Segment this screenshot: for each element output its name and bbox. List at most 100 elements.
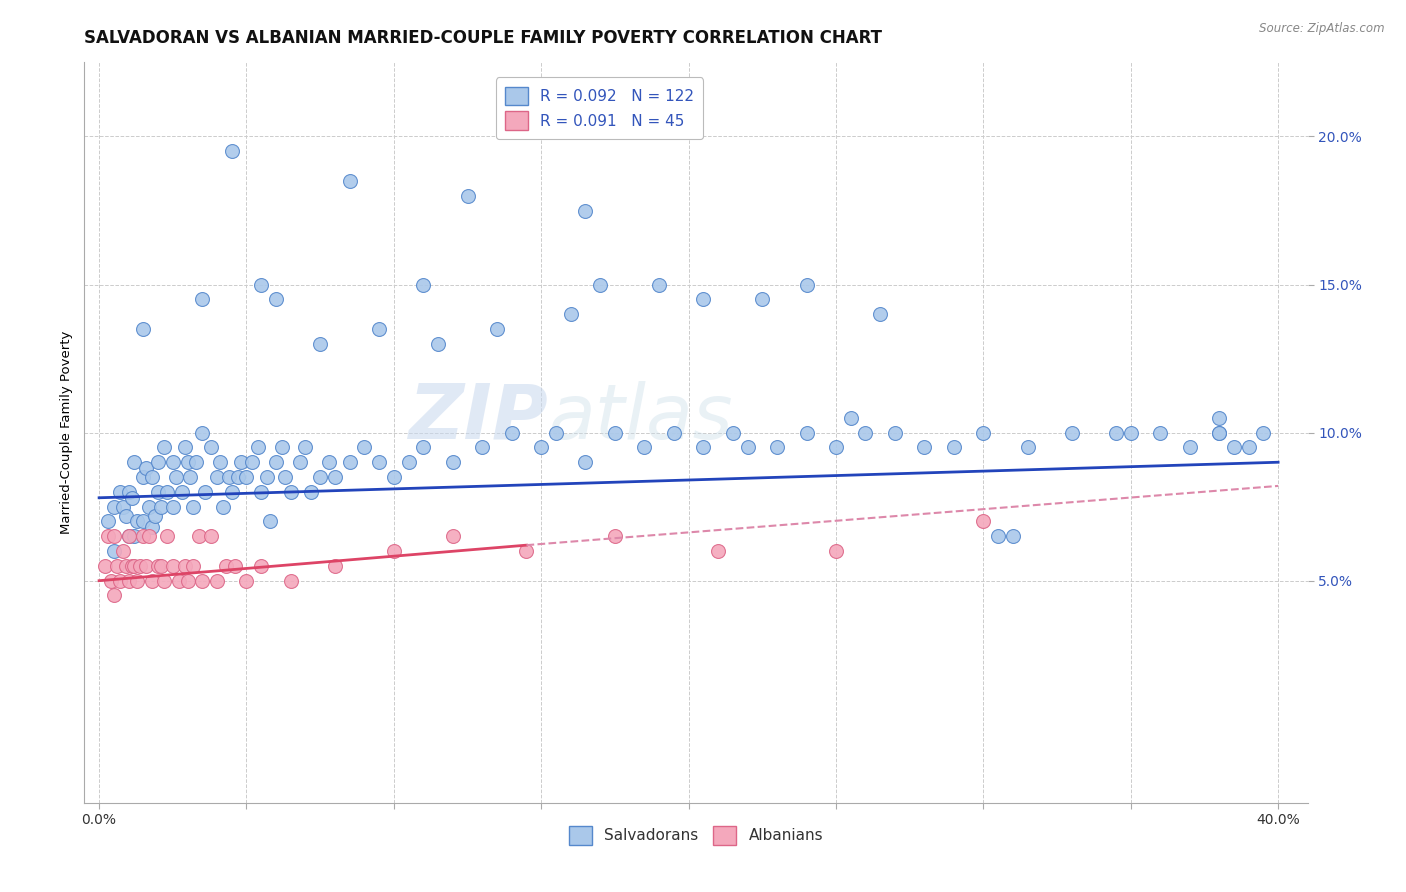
Point [382,544,405,558]
Point [146,455,169,469]
Point [111,500,134,514]
Point [485,322,508,336]
Text: Source: ZipAtlas.com: Source: ZipAtlas.com [1260,22,1385,36]
Point [224,558,246,573]
Point [97,515,120,529]
Point [1253,425,1275,440]
Point [256,470,278,484]
Point [129,558,152,573]
Point [574,203,596,218]
Point [250,484,273,499]
Point [515,544,537,558]
Point [721,425,744,440]
Point [692,293,714,307]
Point [796,277,818,292]
Point [574,455,596,469]
Point [97,529,120,543]
Point [146,484,169,499]
Point [250,277,273,292]
Point [560,307,582,321]
Point [176,455,198,469]
Point [141,520,163,534]
Point [143,508,166,523]
Point [179,470,201,484]
Point [212,500,235,514]
Point [1208,425,1230,440]
Point [603,529,626,543]
Point [208,455,231,469]
Point [121,491,143,505]
Point [280,484,302,499]
Point [1149,425,1171,440]
Legend: Salvadorans, Albanians: Salvadorans, Albanians [562,820,830,851]
Point [156,529,179,543]
Point [274,470,297,484]
Point [987,529,1010,543]
Point [1001,529,1024,543]
Point [132,529,155,543]
Point [127,515,149,529]
Point [309,470,332,484]
Point [633,441,655,455]
Point [183,500,205,514]
Point [200,441,222,455]
Point [662,425,685,440]
Point [544,425,567,440]
Point [221,484,243,499]
Point [132,322,155,336]
Point [156,484,179,499]
Point [1223,441,1246,455]
Point [270,441,292,455]
Point [205,470,228,484]
Point [117,529,139,543]
Point [218,470,240,484]
Point [1208,410,1230,425]
Point [146,558,169,573]
Text: atlas: atlas [550,381,734,455]
Point [751,293,773,307]
Point [127,574,149,588]
Point [132,515,155,529]
Point [165,470,187,484]
Point [108,484,131,499]
Point [200,529,222,543]
Point [221,145,243,159]
Point [707,544,730,558]
Point [150,558,173,573]
Point [441,455,464,469]
Point [124,558,146,573]
Point [103,529,125,543]
Point [825,544,848,558]
Point [412,441,434,455]
Point [105,558,128,573]
Point [124,529,146,543]
Point [108,574,131,588]
Point [247,441,270,455]
Point [1060,425,1083,440]
Point [1017,441,1039,455]
Point [368,455,391,469]
Point [589,277,612,292]
Point [501,425,523,440]
Point [942,441,965,455]
Point [855,425,877,440]
Point [173,558,195,573]
Point [288,455,311,469]
Point [191,293,214,307]
Point [737,441,759,455]
Point [235,574,257,588]
Point [250,558,273,573]
Point [972,425,994,440]
Point [162,455,184,469]
Y-axis label: Married-Couple Family Poverty: Married-Couple Family Poverty [60,331,73,534]
Point [173,441,195,455]
Point [648,277,671,292]
Point [176,574,198,588]
Point [150,500,173,514]
Point [191,574,214,588]
Point [117,484,139,499]
Point [339,455,361,469]
Point [100,574,122,588]
Point [194,484,217,499]
Point [280,574,302,588]
